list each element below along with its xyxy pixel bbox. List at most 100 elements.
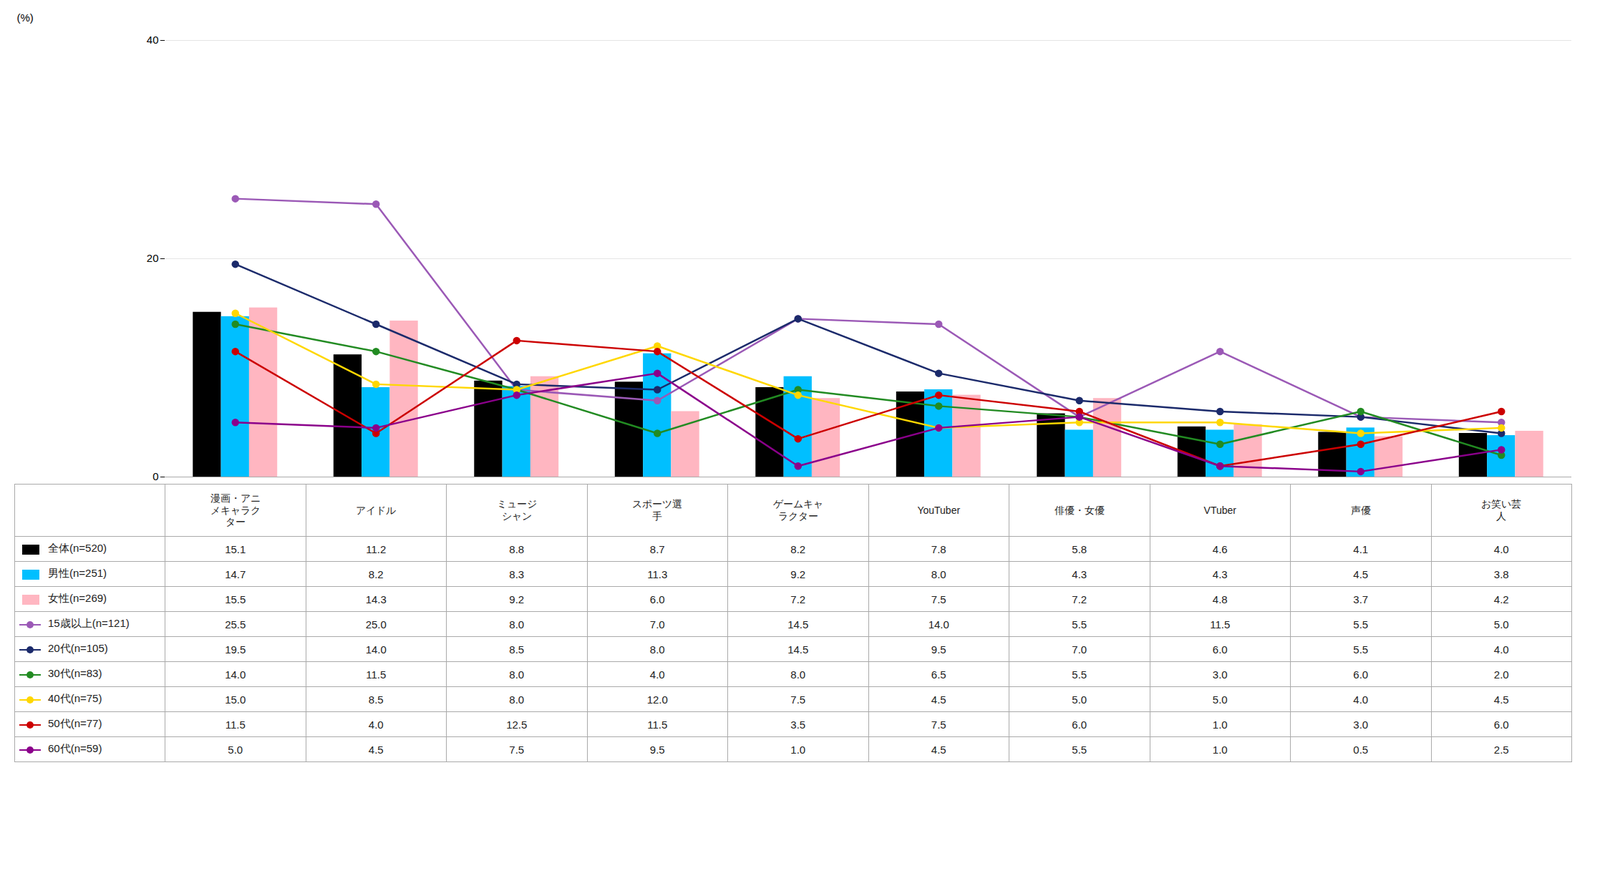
html-text:15.0: 15.0 <box>224 693 246 706</box>
html-text:8.0: 8.0 <box>509 668 525 681</box>
html-text:25.5: 25.5 <box>224 618 246 631</box>
html-text:14.5: 14.5 <box>787 618 809 631</box>
html-text:8.7: 8.7 <box>649 542 665 556</box>
html-text:漫画・アニ メキャラク ター: 漫画・アニ メキャラク ター <box>210 492 261 528</box>
html-text:スポーツ選 手: スポーツ選 手 <box>632 498 683 522</box>
html-text:2.0: 2.0 <box>1493 668 1509 681</box>
html-text:9.5: 9.5 <box>931 643 947 656</box>
html-text:4.6: 4.6 <box>1212 542 1228 556</box>
html-text:4.0: 4.0 <box>1493 643 1509 656</box>
html-text:4.5: 4.5 <box>931 693 947 706</box>
html-text:4.1: 4.1 <box>1353 542 1369 556</box>
html-text:11.5: 11.5 <box>365 668 387 681</box>
html-text:11.5: 11.5 <box>225 718 246 731</box>
html-text:5.0: 5.0 <box>227 743 243 756</box>
html-text:11.5: 11.5 <box>1209 618 1231 631</box>
html-text:8.8: 8.8 <box>509 542 525 556</box>
html-text:20代(n=105): 20代(n=105) <box>47 642 108 655</box>
html-text:1.0: 1.0 <box>1212 718 1228 731</box>
html-text:14.0: 14.0 <box>224 668 246 681</box>
html-text:4.8: 4.8 <box>1212 593 1228 606</box>
html-text:5.0: 5.0 <box>1493 618 1509 631</box>
html-text:6.0: 6.0 <box>1353 668 1369 681</box>
html-text:11.5: 11.5 <box>647 718 668 731</box>
html-text:14.5: 14.5 <box>787 643 809 656</box>
html-text:8.0: 8.0 <box>509 693 525 706</box>
html-text:6.5: 6.5 <box>931 668 947 681</box>
html-text:6.0: 6.0 <box>1493 718 1509 731</box>
html-text:3.8: 3.8 <box>1493 568 1509 581</box>
html-text:7.5: 7.5 <box>931 593 947 606</box>
html-text:ミュージ シャン: ミュージ シャン <box>496 498 537 522</box>
html-text:8.0: 8.0 <box>649 643 665 656</box>
html-text:4.0: 4.0 <box>1493 542 1509 556</box>
html-text:8.2: 8.2 <box>368 568 384 581</box>
html-text:5.5: 5.5 <box>1353 618 1369 631</box>
html-text:12.0: 12.0 <box>646 693 668 706</box>
html-text:5.0: 5.0 <box>1212 693 1228 706</box>
html-text:7.2: 7.2 <box>1071 593 1087 606</box>
html-text:女性(n=269): 女性(n=269) <box>47 592 107 605</box>
svg-text:(%): (%) <box>17 11 34 24</box>
svg-text:40: 40 <box>146 33 159 46</box>
html-text:3.0: 3.0 <box>1212 668 1228 681</box>
html-text:4.0: 4.0 <box>649 668 665 681</box>
html-text:15.5: 15.5 <box>224 593 246 606</box>
html-text:3.0: 3.0 <box>1353 718 1369 731</box>
html-text:7.0: 7.0 <box>649 618 665 631</box>
html-text:8.3: 8.3 <box>509 568 525 581</box>
html-text:60代(n=59): 60代(n=59) <box>47 742 103 755</box>
html-text:50代(n=77): 50代(n=77) <box>47 717 103 730</box>
html-text:9.2: 9.2 <box>509 593 525 606</box>
html-text:7.0: 7.0 <box>1071 643 1087 656</box>
html-text:7.2: 7.2 <box>790 593 806 606</box>
html-text:6.0: 6.0 <box>1071 718 1087 731</box>
html-text:7.5: 7.5 <box>790 693 806 706</box>
html-text:11.3: 11.3 <box>647 568 668 581</box>
html-text:4.0: 4.0 <box>1353 693 1369 706</box>
html-text:3.5: 3.5 <box>790 718 806 731</box>
html-text:40代(n=75): 40代(n=75) <box>47 692 103 705</box>
html-text:8.0: 8.0 <box>931 568 947 581</box>
html-text:お笑い芸 人: お笑い芸 人 <box>1481 498 1522 522</box>
html-text:30代(n=83): 30代(n=83) <box>47 667 103 680</box>
html-text:4.5: 4.5 <box>368 743 384 756</box>
html-text:14.7: 14.7 <box>224 568 246 581</box>
html-text:14.3: 14.3 <box>365 593 387 606</box>
html-text:7.8: 7.8 <box>931 542 947 556</box>
html-text:12.5: 12.5 <box>506 718 528 731</box>
html-text:男性(n=251): 男性(n=251) <box>47 567 107 580</box>
html-text:5.5: 5.5 <box>1071 618 1087 631</box>
html-text:8.0: 8.0 <box>509 618 525 631</box>
html-text:8.5: 8.5 <box>368 693 384 706</box>
html-text:全体(n=520): 全体(n=520) <box>47 542 107 555</box>
html-text:7.5: 7.5 <box>931 718 947 731</box>
html-text:8.2: 8.2 <box>790 542 806 556</box>
html-text:5.5: 5.5 <box>1353 643 1369 656</box>
html-text:15.1: 15.1 <box>224 542 246 556</box>
svg-text:0: 0 <box>152 470 159 483</box>
html-text:11.2: 11.2 <box>365 542 387 556</box>
html-text:15歳以上(n=121): 15歳以上(n=121) <box>47 617 130 630</box>
html-text:8.0: 8.0 <box>790 668 806 681</box>
html-text:19.5: 19.5 <box>224 643 246 656</box>
html-text:4.2: 4.2 <box>1493 593 1509 606</box>
html-text:14.0: 14.0 <box>928 618 950 631</box>
svg-text:20: 20 <box>146 251 159 265</box>
html-text:5.0: 5.0 <box>1071 693 1087 706</box>
html-text:9.2: 9.2 <box>790 568 806 581</box>
html-text:3.7: 3.7 <box>1353 593 1369 606</box>
html-text:4.5: 4.5 <box>1493 693 1509 706</box>
html-text:5.8: 5.8 <box>1071 542 1087 556</box>
html-text:4.5: 4.5 <box>1353 568 1369 581</box>
html-text:5.5: 5.5 <box>1071 668 1087 681</box>
html-text:25.0: 25.0 <box>365 618 387 631</box>
html-text:14.0: 14.0 <box>365 643 387 656</box>
html-text:8.5: 8.5 <box>509 643 525 656</box>
html-text:ゲームキャ ラクター: ゲームキャ ラクター <box>773 498 824 522</box>
html-text:4.3: 4.3 <box>1071 568 1087 581</box>
html-text:6.0: 6.0 <box>649 593 665 606</box>
html-text:6.0: 6.0 <box>1212 643 1228 656</box>
html-text:4.0: 4.0 <box>368 718 384 731</box>
html-text:4.3: 4.3 <box>1212 568 1228 581</box>
